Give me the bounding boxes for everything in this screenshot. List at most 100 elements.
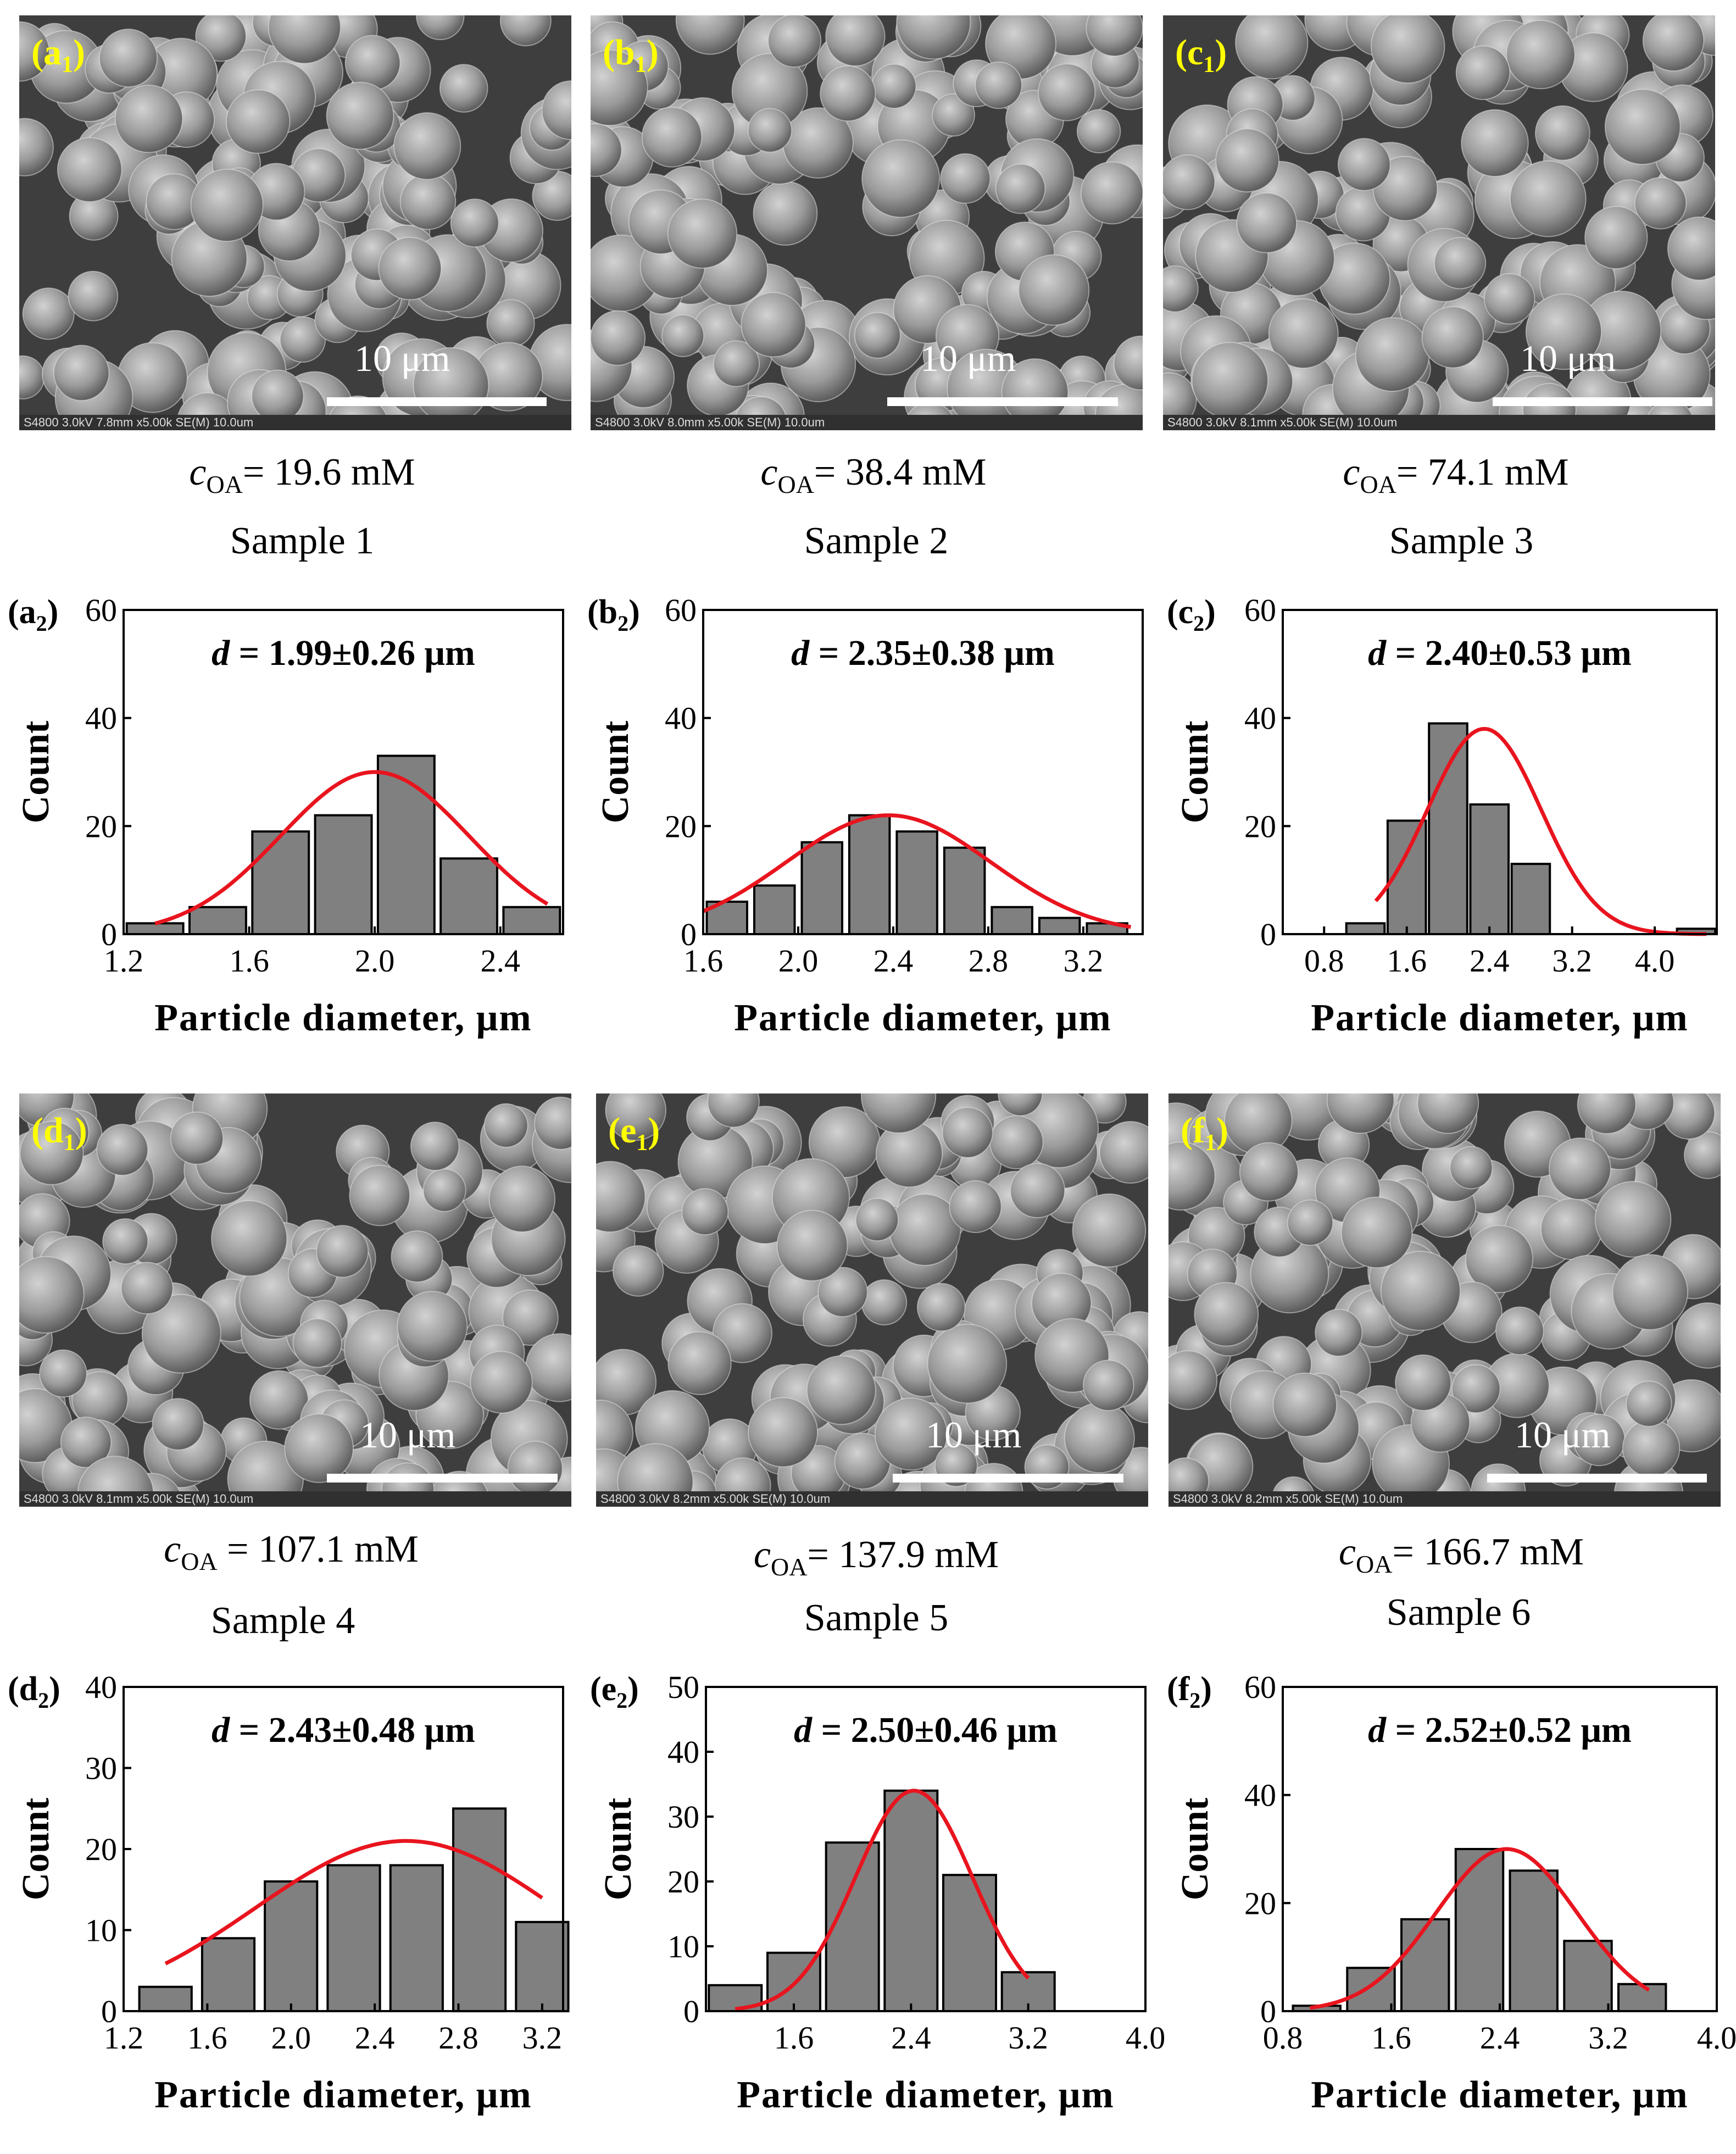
sample-caption-1: Sample 1: [230, 520, 375, 562]
sem-micrograph: [19, 1093, 571, 1507]
particle: [776, 1209, 848, 1281]
particle: [995, 163, 1046, 214]
particle: [1433, 237, 1487, 290]
particle: [326, 81, 394, 150]
particle: [1272, 1372, 1337, 1437]
y-tick-label: 0: [1260, 917, 1276, 952]
particle: [349, 1164, 411, 1226]
particle: [397, 1291, 468, 1362]
sem-info-strip: S4800 3.0kV 8.1mm x5.00k SE(M) 10.0um: [19, 1491, 571, 1507]
particle: [483, 1103, 528, 1148]
plot-frame: [702, 609, 1144, 935]
scale-bar: [1487, 1474, 1707, 1483]
particle: [1548, 1137, 1611, 1201]
x-tick-label: 1.6: [1371, 2020, 1411, 2056]
particle: [612, 1245, 664, 1297]
particle: [1455, 45, 1511, 101]
panel-label: (b2): [587, 593, 640, 636]
particle: [1483, 273, 1535, 325]
particle: [854, 312, 901, 359]
x-axis-label: Particle diameter, μm: [1311, 997, 1688, 1039]
histogram-bar: [1509, 1869, 1559, 2012]
histogram-bar: [1428, 722, 1468, 935]
gaussian-fit-curve: [702, 813, 1131, 929]
particle: [1417, 1093, 1479, 1134]
particle: [1461, 109, 1529, 177]
histogram-bar: [264, 1880, 319, 2012]
sem-info-strip: S4800 3.0kV 8.0mm x5.00k SE(M) 10.0um: [591, 415, 1143, 430]
concentration-caption-1: cOA= 19.6 mM: [189, 451, 415, 498]
x-tick-label: 2.4: [1480, 2020, 1520, 2056]
particle: [1169, 1350, 1218, 1410]
scale-bar: [327, 1474, 558, 1483]
histogram-bar: [188, 906, 247, 935]
y-tick-label: 60: [665, 592, 697, 628]
sample-caption-5: Sample 5: [804, 1597, 949, 1639]
histogram-bar: [942, 1874, 997, 2013]
histogram-bar: [326, 1864, 381, 2012]
x-tick-label: 2.4: [873, 943, 914, 979]
particle: [1010, 1163, 1066, 1219]
panel-label: (f1): [1181, 1111, 1228, 1156]
sem-micrograph: [591, 15, 1143, 430]
particle: [284, 1413, 354, 1483]
histogram-bar: [515, 1920, 570, 2013]
y-tick-label: 0: [683, 1994, 699, 2029]
particle: [1163, 154, 1216, 210]
y-tick-label: 10: [85, 1913, 117, 1948]
histogram-svg: 0 20 40 60 1.2 1.6 2.0 2.4 Count Particle diamete…: [8, 592, 564, 1039]
particle: [114, 85, 183, 153]
particle: [211, 1200, 288, 1277]
x-axis-label: Particle diameter, μm: [737, 2074, 1114, 2116]
plot-frame: [1282, 609, 1718, 935]
gaussian-fit-curve: [164, 1839, 543, 1966]
particle: [53, 345, 110, 401]
particle: [661, 314, 705, 357]
histogram-bar: [883, 1789, 939, 2012]
panel-label: (b1): [603, 32, 659, 78]
particle: [1642, 15, 1705, 72]
particle: [1113, 335, 1143, 391]
y-axis-label: Count: [597, 1798, 639, 1901]
panel-label: (e2): [590, 1670, 639, 1713]
histogram-svg: 0 10 20 30 40 50 1.6 2.4 3.2 4.0 Count Particle dia…: [590, 1669, 1165, 2116]
histogram-bar: [825, 1841, 880, 2012]
particle: [1674, 1302, 1721, 1369]
y-tick-label: 0: [1260, 1994, 1276, 2029]
x-tick-label: 2.0: [355, 943, 395, 979]
plot-frame: [123, 609, 564, 935]
concentration-caption-6: cOA= 166.7 mM: [1338, 1531, 1584, 1578]
y-tick-label: 40: [85, 701, 117, 736]
histogram-bar: [1345, 922, 1386, 935]
y-tick-label: 20: [667, 1864, 699, 1900]
particle: [874, 1397, 948, 1471]
particle: [1525, 293, 1603, 370]
particle: [1076, 109, 1121, 154]
particle: [57, 137, 123, 203]
particle: [932, 93, 975, 137]
particle: [1239, 1142, 1299, 1202]
particle: [19, 1120, 84, 1185]
mean-diameter-annotation: d = 2.52±0.52 μm: [1368, 1710, 1632, 1750]
x-tick-label: 2.4: [891, 2020, 931, 2056]
x-tick-label: 1.6: [774, 2020, 814, 2056]
scale-label: 10 μm: [920, 337, 1016, 379]
sem-micrograph: [596, 1093, 1148, 1507]
y-tick-label: 0: [101, 917, 117, 952]
x-axis-label: Particle diameter, μm: [154, 2074, 532, 2116]
particle: [1194, 1282, 1259, 1347]
concentration-caption-2: cOA= 38.4 mM: [760, 451, 987, 498]
particle: [450, 198, 499, 248]
particle: [190, 168, 264, 242]
particle: [825, 15, 886, 66]
particle: [1326, 1093, 1395, 1134]
particle: [591, 49, 648, 126]
histogram-bar: [1510, 863, 1551, 936]
particle: [707, 1093, 760, 1128]
histogram-f2: 0 20 40 60 0.8 1.6 2.4 3.2 4.0 Count Particle diam…: [1159, 1648, 1736, 2149]
particle: [1506, 19, 1576, 90]
concentration-caption-3: cOA= 74.1 mM: [1343, 451, 1569, 498]
particle: [470, 1351, 533, 1414]
histogram-b2: 0 20 40 60 1.6 2.0 2.4 2.8 3.2 Count Particle diam…: [580, 571, 1162, 1066]
particle: [1509, 160, 1587, 237]
